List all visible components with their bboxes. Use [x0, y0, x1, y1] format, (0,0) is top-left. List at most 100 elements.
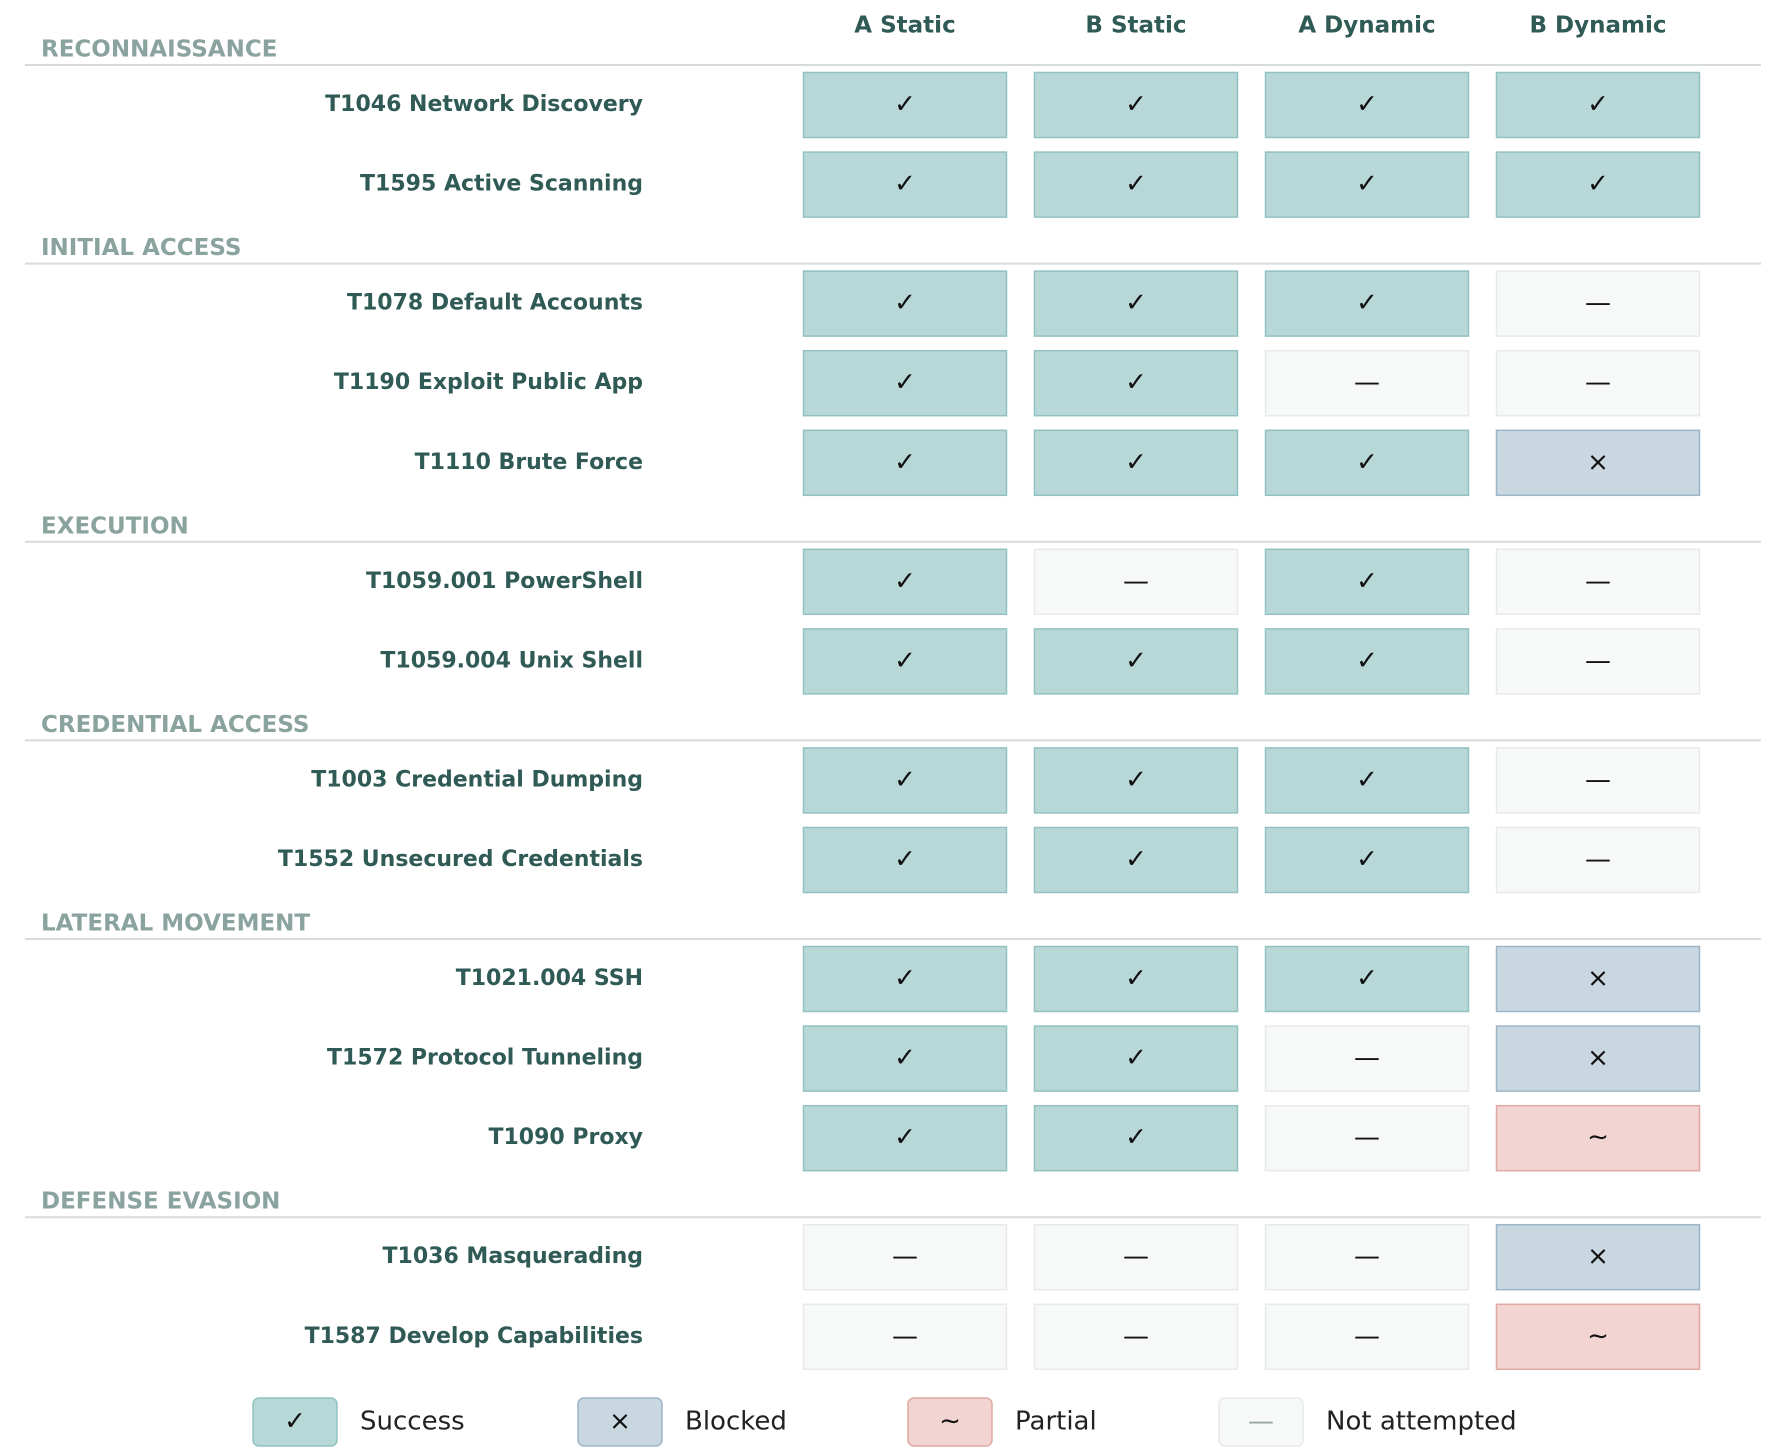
status-symbol: — [1354, 1043, 1380, 1073]
status-symbol: × [1587, 447, 1609, 477]
row-label: T1090 Proxy [488, 1125, 643, 1150]
status-cell [802, 628, 1008, 695]
status-cell [1495, 628, 1701, 695]
status-cell [802, 429, 1008, 497]
status-symbol: ✓ [1125, 368, 1147, 398]
status-cell [1264, 71, 1470, 139]
row-label: T1078 Default Accounts [347, 291, 643, 316]
section-title: CREDENTIAL ACCESS [41, 712, 309, 738]
status-symbol: × [1587, 1242, 1609, 1272]
status-symbol: ✓ [1356, 964, 1378, 994]
status-cell [1495, 826, 1701, 894]
status-symbol: ✓ [894, 1123, 916, 1153]
legend-symbol: ✓ [284, 1407, 306, 1437]
legend-swatch [252, 1397, 338, 1447]
status-symbol: — [1585, 288, 1611, 318]
legend-label: Partial [1015, 1407, 1097, 1437]
column-header: B Static [1085, 13, 1186, 39]
status-symbol: ✓ [1587, 169, 1609, 199]
status-cell [1264, 151, 1470, 218]
status-symbol: ✓ [1125, 1043, 1147, 1073]
legend-swatch [907, 1397, 993, 1447]
status-cell [1495, 1104, 1701, 1172]
status-cell [1495, 429, 1701, 497]
row-label: T1587 Develop Capabilities [305, 1324, 643, 1349]
status-cell [802, 1303, 1008, 1371]
status-cell [1033, 628, 1239, 695]
status-symbol: ✓ [1125, 646, 1147, 676]
status-cell [802, 71, 1008, 139]
row-label: T1021.004 SSH [456, 966, 643, 991]
status-cell [802, 747, 1008, 814]
status-symbol: ✓ [1356, 845, 1378, 875]
legend-swatch [577, 1397, 663, 1447]
status-symbol: — [892, 1321, 918, 1351]
status-symbol: — [1123, 566, 1149, 596]
status-symbol: — [892, 1242, 918, 1272]
status-cell [1264, 1025, 1470, 1092]
status-symbol: — [1585, 646, 1611, 676]
status-cell [802, 1025, 1008, 1092]
status-symbol: ✓ [894, 845, 916, 875]
status-symbol: — [1585, 566, 1611, 596]
status-symbol: ✓ [1356, 288, 1378, 318]
status-cell [1264, 826, 1470, 894]
status-symbol: ✓ [894, 368, 916, 398]
status-cell [1033, 1104, 1239, 1172]
status-cell [1033, 1025, 1239, 1092]
status-symbol: — [1585, 765, 1611, 795]
status-cell [1033, 349, 1239, 417]
status-symbol: ✓ [1125, 765, 1147, 795]
status-symbol: ✓ [1125, 1123, 1147, 1153]
status-symbol: ✓ [1125, 90, 1147, 120]
status-cell [1033, 945, 1239, 1013]
legend-symbol: × [609, 1407, 631, 1437]
status-symbol: — [1354, 1242, 1380, 1272]
status-symbol: — [1354, 1123, 1380, 1153]
status-cell [1495, 270, 1701, 337]
legend-swatch [1218, 1397, 1304, 1447]
row-label: T1003 Credential Dumping [311, 767, 643, 792]
row-label: T1572 Protocol Tunneling [327, 1046, 643, 1071]
column-header: A Static [854, 13, 955, 39]
status-cell [1033, 151, 1239, 218]
status-symbol: ✓ [894, 566, 916, 596]
status-symbol: ∼ [1587, 1321, 1609, 1351]
legend-label: Success [360, 1407, 465, 1437]
status-cell [1495, 349, 1701, 417]
status-symbol: ∼ [1587, 1123, 1609, 1153]
status-cell [1033, 270, 1239, 337]
status-cell [1033, 548, 1239, 616]
status-cell [802, 1223, 1008, 1291]
status-cell [1264, 1104, 1470, 1172]
row-label: T1190 Exploit Public App [334, 370, 643, 395]
status-cell [1033, 1223, 1239, 1291]
status-cell [1033, 826, 1239, 894]
status-cell [802, 548, 1008, 616]
status-symbol: ✓ [894, 765, 916, 795]
status-cell [1033, 429, 1239, 497]
legend-symbol: — [1248, 1407, 1274, 1437]
column-header: B Dynamic [1529, 13, 1666, 39]
status-cell [1264, 1223, 1470, 1291]
status-symbol: ✓ [894, 288, 916, 318]
status-symbol: ✓ [1587, 90, 1609, 120]
status-symbol: ✓ [894, 447, 916, 477]
status-cell [1033, 1303, 1239, 1371]
status-cell [1264, 747, 1470, 814]
status-symbol: ✓ [894, 90, 916, 120]
row-label: T1036 Masquerading [383, 1244, 643, 1269]
row-label: T1595 Active Scanning [360, 172, 643, 197]
status-cell [1495, 548, 1701, 616]
row-label: T1110 Brute Force [415, 450, 643, 475]
status-cell [1264, 1303, 1470, 1371]
status-cell [1264, 945, 1470, 1013]
status-symbol: — [1585, 845, 1611, 875]
section-title: LATERAL MOVEMENT [41, 911, 310, 937]
status-cell [1495, 1303, 1701, 1371]
status-symbol: ✓ [894, 646, 916, 676]
status-cell [1495, 71, 1701, 139]
legend-label: Not attempted [1326, 1407, 1517, 1437]
status-symbol: ✓ [894, 1043, 916, 1073]
